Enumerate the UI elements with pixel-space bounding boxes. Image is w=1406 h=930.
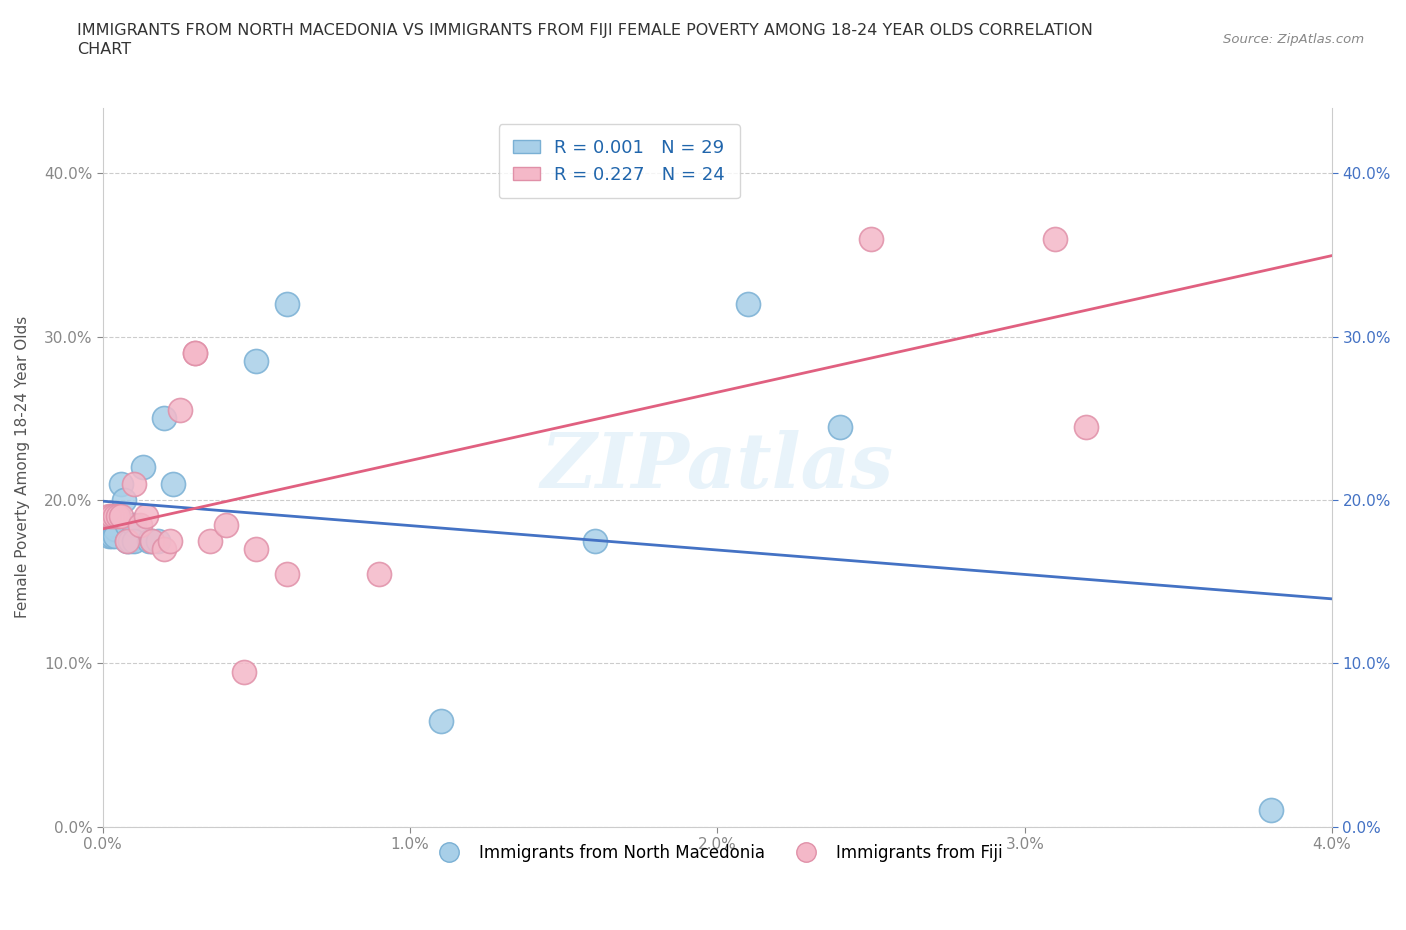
Text: IMMIGRANTS FROM NORTH MACEDONIA VS IMMIGRANTS FROM FIJI FEMALE POVERTY AMONG 18-: IMMIGRANTS FROM NORTH MACEDONIA VS IMMIG…: [77, 23, 1094, 38]
Y-axis label: Female Poverty Among 18-24 Year Olds: Female Poverty Among 18-24 Year Olds: [15, 316, 30, 618]
Point: [368, 566, 391, 581]
Point: [830, 419, 852, 434]
Point: [1260, 803, 1282, 817]
Point: [107, 509, 129, 524]
Point: [146, 534, 169, 549]
Point: [128, 517, 150, 532]
Point: [153, 411, 176, 426]
Point: [430, 713, 453, 728]
Point: [97, 509, 120, 524]
Point: [138, 534, 160, 549]
Point: [122, 534, 145, 549]
Point: [583, 534, 606, 549]
Point: [110, 476, 132, 491]
Text: ZIPatlas: ZIPatlas: [541, 431, 894, 504]
Point: [117, 534, 139, 549]
Point: [215, 517, 238, 532]
Text: Source: ZipAtlas.com: Source: ZipAtlas.com: [1223, 33, 1364, 46]
Point: [245, 541, 267, 556]
Point: [122, 476, 145, 491]
Point: [97, 517, 120, 532]
Point: [117, 534, 139, 549]
Point: [184, 346, 207, 361]
Point: [737, 297, 759, 312]
Point: [112, 493, 135, 508]
Point: [233, 664, 256, 679]
Point: [97, 528, 120, 543]
Point: [200, 534, 222, 549]
Point: [97, 522, 120, 537]
Point: [110, 509, 132, 524]
Point: [104, 509, 127, 524]
Point: [245, 353, 267, 368]
Point: [141, 534, 163, 549]
Point: [104, 528, 127, 543]
Point: [162, 476, 184, 491]
Point: [153, 541, 176, 556]
Point: [276, 566, 298, 581]
Point: [132, 460, 155, 475]
Point: [122, 517, 145, 532]
Point: [1045, 232, 1067, 246]
Point: [141, 534, 163, 549]
Point: [169, 403, 191, 418]
Point: [101, 528, 124, 543]
Point: [107, 509, 129, 524]
Point: [860, 232, 883, 246]
Point: [159, 534, 181, 549]
Point: [117, 517, 139, 532]
Point: [104, 522, 127, 537]
Point: [101, 522, 124, 537]
Point: [184, 346, 207, 361]
Point: [276, 297, 298, 312]
Point: [1076, 419, 1098, 434]
Point: [101, 517, 124, 532]
Legend: Immigrants from North Macedonia, Immigrants from Fiji: Immigrants from North Macedonia, Immigra…: [425, 837, 1010, 869]
Point: [120, 534, 142, 549]
Point: [101, 509, 124, 524]
Point: [135, 509, 157, 524]
Text: CHART: CHART: [77, 42, 131, 57]
